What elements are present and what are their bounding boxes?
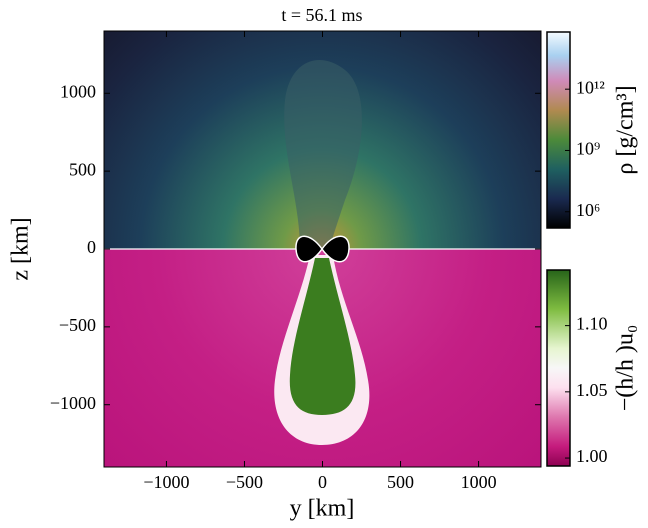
x-axis-label: y [km] [290,496,355,522]
colorbar-label: −(h/h )u₀ [613,325,639,412]
colorbar-label: ρ [g/cm³] [613,85,639,174]
x-tick-label: 1000 [461,472,497,492]
colorbar-tick-label: 10¹² [576,77,605,97]
chart-title: t = 56.1 ms [281,5,362,25]
colorbar-tick-label: 1.10 [576,314,608,334]
colorbar-tick-label: 10⁹ [576,139,600,159]
colorbar-tick-label: 10⁶ [576,200,600,220]
colorbar-density [546,31,571,229]
y-tick-label: −1000 [50,393,96,413]
x-tick-label: −500 [226,472,263,492]
x-tick-label: 500 [387,472,414,492]
heatmap [104,31,541,467]
colorbar-tick-label: 1.05 [576,380,608,400]
colorbar-tick-label: 1.00 [576,446,608,466]
y-axis-label: z [km] [8,217,34,280]
y-tick-label: −500 [59,315,96,335]
y-tick-label: 1000 [60,81,96,101]
x-tick-label: −1000 [143,472,189,492]
colorbar-enthalpy [546,269,571,467]
y-tick-label: 0 [87,237,96,257]
y-tick-label: 500 [69,159,96,179]
x-tick-label: 0 [318,472,327,492]
